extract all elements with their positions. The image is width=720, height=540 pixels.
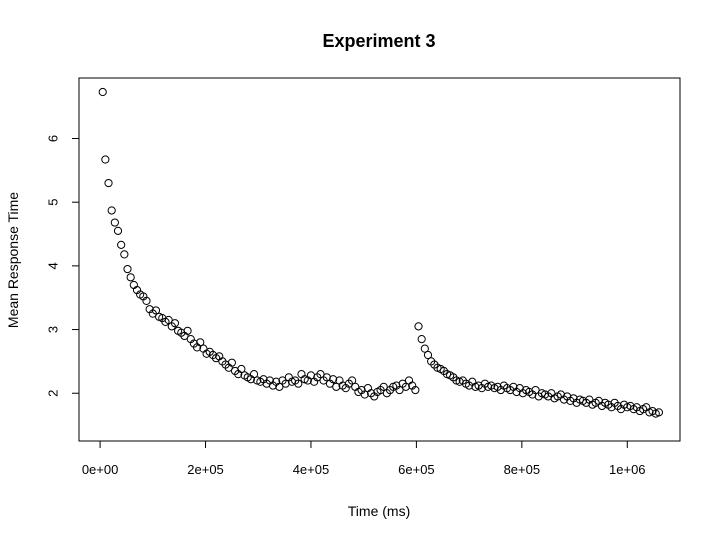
data-point — [423, 350, 433, 360]
y-tick-label: 6 — [45, 135, 60, 142]
data-point — [401, 382, 410, 391]
data-point — [654, 408, 664, 417]
y-tick-label: 5 — [45, 199, 60, 206]
data-point — [275, 382, 284, 391]
x-axis-label: Time (ms) — [348, 503, 410, 519]
data-point — [316, 370, 325, 379]
data-point — [110, 218, 119, 227]
x-tick-label: 6e+05 — [398, 462, 435, 477]
data-point — [117, 240, 126, 249]
data-point — [151, 306, 161, 315]
data-point — [237, 364, 246, 374]
data-point — [249, 370, 259, 379]
x-axis: 0e+00 2e+05 4e+05 6e+05 8e+05 1e+06 — [82, 440, 646, 477]
data-point — [294, 379, 303, 388]
data-point — [417, 335, 426, 344]
x-tick-label: 4e+05 — [293, 462, 330, 477]
chart-title: Experiment 3 — [322, 31, 435, 51]
data-points — [98, 87, 664, 418]
data-point — [395, 385, 404, 395]
data-point — [347, 376, 357, 385]
data-point — [196, 338, 205, 347]
data-point — [332, 382, 341, 391]
x-tick-label: 0e+00 — [82, 462, 119, 477]
data-point — [329, 375, 338, 384]
data-point — [227, 358, 236, 367]
y-axis: 2 3 4 5 6 — [45, 135, 80, 397]
y-tick-label: 3 — [45, 326, 60, 333]
x-tick-label: 1e+06 — [609, 462, 646, 477]
x-tick-label: 2e+05 — [187, 462, 224, 477]
data-point — [360, 390, 369, 399]
data-point — [142, 296, 151, 305]
data-point — [101, 155, 110, 164]
y-tick-label: 4 — [45, 262, 60, 269]
data-point — [126, 273, 135, 282]
x-tick-label: 8e+05 — [504, 462, 541, 477]
data-point — [531, 385, 540, 395]
data-point — [183, 326, 192, 335]
data-point — [420, 344, 429, 353]
data-point — [120, 250, 129, 259]
data-point — [113, 226, 123, 235]
data-point — [411, 385, 420, 395]
data-point — [164, 315, 173, 325]
data-point — [104, 178, 113, 188]
data-point — [170, 319, 180, 328]
data-point — [414, 322, 423, 331]
data-point — [379, 382, 388, 391]
y-tick-label: 2 — [45, 390, 60, 397]
data-point — [98, 87, 107, 97]
data-point — [123, 264, 132, 274]
y-axis-label: Mean Response Time — [5, 192, 21, 328]
data-point — [107, 206, 116, 215]
